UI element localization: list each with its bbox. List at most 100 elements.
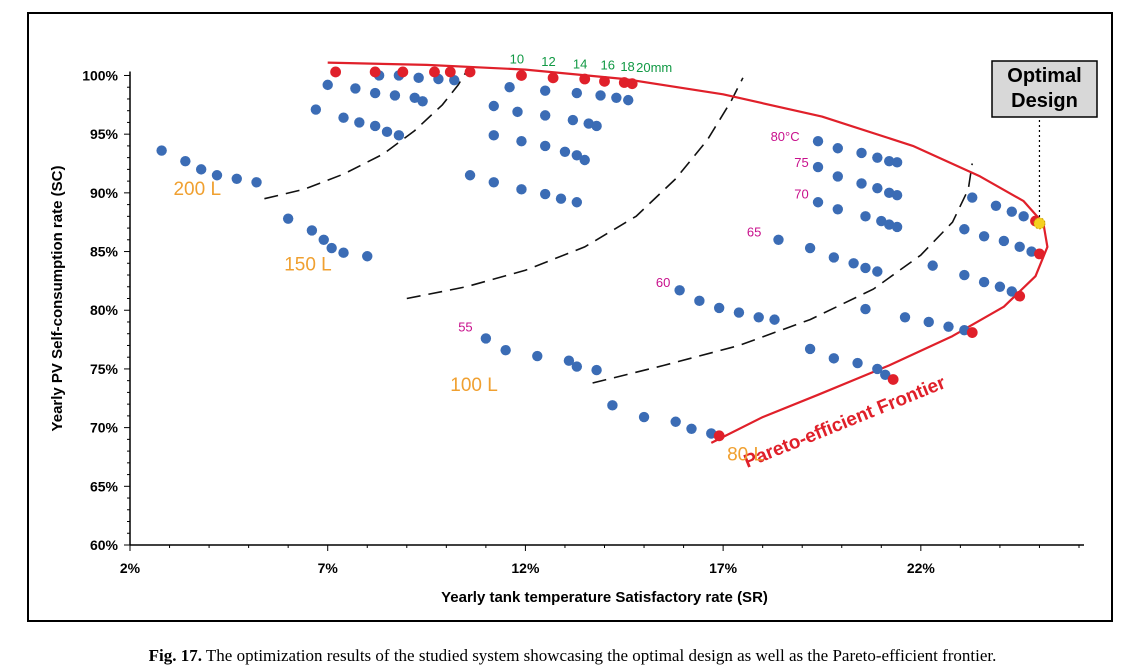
design-point: [338, 247, 349, 258]
temperature-label: 60: [656, 275, 670, 290]
design-point: [595, 90, 606, 101]
design-point: [899, 312, 911, 323]
x-tick-label: 7%: [318, 560, 339, 576]
design-point: [884, 219, 895, 230]
design-point: [884, 155, 895, 167]
pareto-point: [887, 374, 899, 385]
design-point: [571, 361, 583, 372]
design-point: [828, 252, 840, 263]
design-point: [571, 197, 583, 208]
design-point: [872, 266, 883, 277]
insulation-thickness-label: 20mm: [636, 60, 672, 75]
design-point: [804, 343, 816, 355]
design-point: [583, 118, 594, 129]
design-point: [180, 155, 191, 167]
design-point: [417, 96, 428, 107]
chart-frame: 2% 7% 12% 17% 22% 60% 65% 70% 75% 80% 85% 90% 95% 100…: [27, 12, 1113, 622]
pareto-point: [1014, 290, 1026, 302]
temperature-label: 75: [794, 155, 808, 170]
separator-100-80: [592, 163, 973, 384]
design-point: [994, 281, 1006, 292]
temperature-label: 80°C: [771, 129, 800, 144]
design-point: [872, 182, 883, 194]
design-point: [891, 157, 903, 168]
design-point: [832, 143, 843, 154]
design-point: [852, 357, 863, 369]
design-point: [674, 285, 685, 296]
pareto-point: [626, 78, 638, 90]
pareto-point: [1034, 248, 1045, 260]
design-point: [927, 260, 938, 271]
separator-200-150: [264, 71, 467, 200]
design-point: [891, 221, 903, 233]
design-point: [967, 192, 978, 203]
tank-volume-label: 200 L: [173, 179, 221, 200]
optimal-design-label-line2: Design: [1011, 90, 1078, 112]
caption-text: The optimization results of the studied …: [201, 646, 997, 665]
design-point: [959, 224, 970, 235]
figure-caption: Fig. 17. The optimization results of the…: [0, 646, 1145, 666]
insulation-thickness-label: 12: [541, 54, 555, 69]
y-tick-label: 70%: [90, 420, 119, 436]
pareto-point: [397, 66, 409, 78]
y-tick-label: 60%: [90, 537, 119, 553]
design-point: [812, 136, 824, 147]
y-tick-label: 65%: [90, 478, 119, 494]
design-point: [880, 369, 891, 380]
design-point: [978, 231, 990, 242]
design-point: [713, 302, 725, 314]
tank-volume-label: 80 L: [727, 444, 764, 465]
design-point: [512, 106, 523, 118]
design-point: [832, 204, 843, 215]
design-point: [891, 190, 903, 201]
design-point: [1006, 206, 1017, 217]
design-point: [812, 197, 824, 208]
design-point: [607, 400, 618, 411]
insulation-thickness-label: 14: [573, 56, 587, 71]
design-point: [369, 87, 381, 99]
design-point: [856, 178, 867, 189]
design-point: [318, 234, 329, 246]
y-tick-label: 75%: [90, 361, 119, 377]
design-point: [532, 350, 543, 362]
design-point: [211, 170, 223, 181]
design-point: [571, 150, 583, 161]
y-tick-label: 90%: [90, 185, 119, 201]
pareto-point: [599, 75, 610, 87]
design-point: [389, 90, 401, 101]
x-tick-label: 17%: [709, 560, 738, 576]
optimal-design-box: [991, 60, 1098, 118]
design-point: [1018, 211, 1029, 222]
design-point: [670, 416, 681, 427]
insulation-thickness-label: 18: [620, 59, 634, 74]
design-point: [860, 262, 871, 274]
design-point: [504, 82, 515, 93]
insulation-thickness-label: 16: [601, 58, 615, 73]
pareto-point: [330, 66, 342, 78]
design-point: [876, 215, 887, 227]
optimal-design-label-line1: Optimal: [1007, 65, 1081, 87]
design-point: [623, 94, 634, 106]
design-point: [326, 242, 337, 254]
pareto-point: [547, 72, 559, 84]
design-point: [860, 211, 871, 222]
pareto-point: [516, 70, 527, 81]
design-point: [381, 126, 393, 138]
x-tick-label: 2%: [120, 560, 141, 576]
design-point: [488, 177, 499, 188]
pareto-point: [579, 73, 591, 85]
pareto-frontier-label: Pareto-efficient Frontier: [741, 372, 949, 472]
design-point: [539, 188, 551, 200]
design-point: [638, 411, 650, 423]
design-point: [923, 316, 934, 328]
design-point: [500, 344, 511, 356]
y-tick-label: 80%: [90, 302, 119, 318]
separator-150-100: [406, 77, 744, 300]
design-point: [449, 74, 460, 86]
design-point: [832, 171, 843, 182]
pareto-point: [369, 66, 381, 78]
design-point: [559, 146, 571, 157]
design-point: [322, 79, 333, 91]
design-point: [611, 92, 622, 103]
design-point: [464, 170, 476, 181]
